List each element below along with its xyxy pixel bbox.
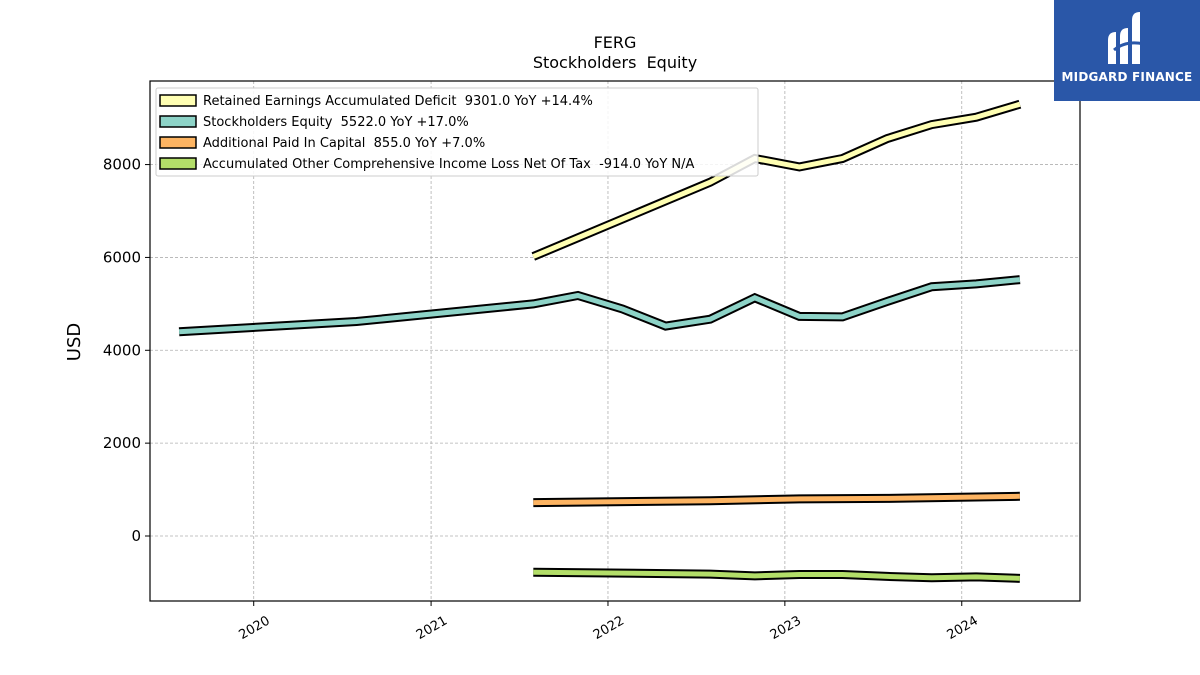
- data-point: [754, 297, 755, 298]
- legend-label: Accumulated Other Comprehensive Income L…: [203, 157, 694, 172]
- data-point: [976, 117, 977, 118]
- data-point: [887, 498, 888, 499]
- series-line-3: [533, 491, 1020, 508]
- chart-title: FERG: [594, 33, 637, 52]
- midgard-finance-logo: MIDGARD FINANCE: [1054, 0, 1200, 101]
- y-axis-label: USD: [64, 323, 85, 361]
- data-point: [799, 316, 800, 317]
- legend-box: [155, 87, 759, 177]
- data-point: [754, 575, 755, 576]
- data-point: [887, 576, 888, 577]
- y-tick-label: 0: [131, 527, 141, 545]
- series-line-4: [533, 567, 1021, 583]
- data-point: [1019, 496, 1020, 497]
- data-point: [842, 158, 843, 159]
- data-point: [931, 577, 932, 578]
- legend-label: Stockholders Equity 5522.0 YoY +17.0%: [203, 115, 469, 130]
- x-tick-label: 2021: [414, 613, 450, 643]
- legend: Retained Earnings Accumulated Deficit 93…: [155, 87, 759, 177]
- x-tick-label: 2020: [237, 613, 273, 643]
- legend-label: Additional Paid In Capital 855.0 YoY +7.…: [203, 136, 485, 151]
- data-point: [622, 309, 623, 310]
- data-point: [842, 316, 843, 317]
- x-tick-label: 2024: [945, 613, 981, 643]
- logo-text: MIDGARD FINANCE: [1061, 70, 1193, 84]
- data-point: [710, 574, 711, 575]
- data-point: [533, 502, 534, 503]
- data-point: [710, 319, 711, 320]
- data-point: [179, 331, 180, 332]
- x-tick-label: 2022: [591, 613, 627, 643]
- data-point: [1019, 279, 1020, 280]
- data-point: [976, 576, 977, 577]
- data-point: [887, 301, 888, 302]
- legend-swatch: [159, 115, 197, 128]
- data-point: [842, 574, 843, 575]
- series-line-fill: [178, 277, 1021, 335]
- y-tick-label: 6000: [103, 248, 141, 266]
- data-point: [976, 497, 977, 498]
- y-tick-label: 8000: [103, 156, 141, 174]
- data-point: [887, 138, 888, 139]
- data-point: [533, 303, 534, 304]
- data-point: [533, 572, 534, 573]
- chart-subtitle: Stockholders Equity: [533, 53, 697, 72]
- series-line-fill: [533, 493, 1020, 506]
- legend-swatch: [159, 136, 197, 149]
- legend-swatch: [159, 94, 197, 107]
- data-point: [1019, 578, 1020, 579]
- legend-label: Retained Earnings Accumulated Deficit 93…: [203, 94, 593, 109]
- data-point: [533, 256, 534, 257]
- series-line-fill: [533, 569, 1020, 581]
- data-point: [665, 326, 666, 327]
- y-tick-label: 4000: [103, 341, 141, 359]
- y-tick-label: 2000: [103, 434, 141, 452]
- data-point: [1019, 104, 1020, 105]
- series-line-2: [178, 275, 1021, 337]
- data-point: [710, 500, 711, 501]
- x-tick-label: 2023: [768, 613, 804, 643]
- data-point: [931, 124, 932, 125]
- data-point: [799, 574, 800, 575]
- data-point: [577, 295, 578, 296]
- data-point: [931, 286, 932, 287]
- data-point: [799, 498, 800, 499]
- data-point: [356, 321, 357, 322]
- legend-swatch: [159, 157, 197, 170]
- data-point: [799, 166, 800, 167]
- data-point: [976, 283, 977, 284]
- plot-frame: [149, 80, 1081, 602]
- midgard-logo-icon: [1108, 12, 1145, 64]
- data-point: [710, 182, 711, 183]
